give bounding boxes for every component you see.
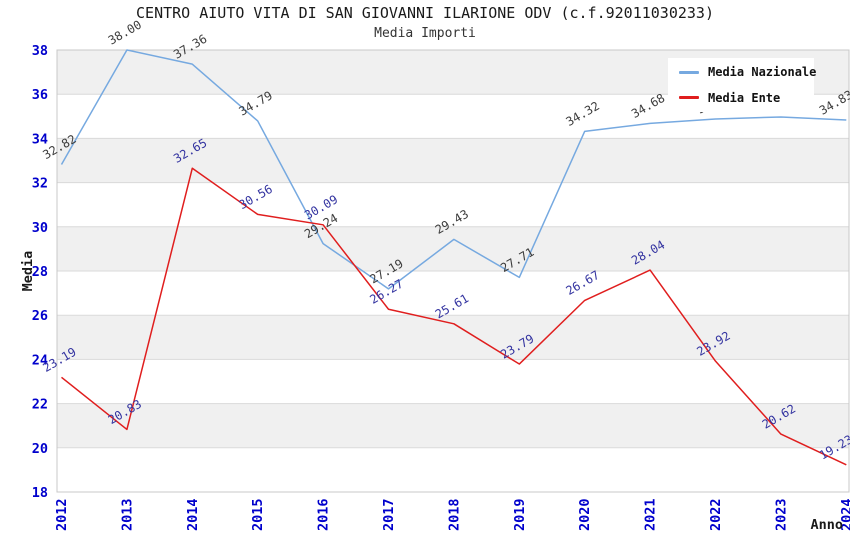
- x-tick-label: 2014: [185, 498, 201, 531]
- x-tick-label: 2022: [708, 498, 724, 531]
- y-tick-label: 18: [32, 485, 48, 501]
- x-tick-label: 2021: [643, 498, 659, 531]
- y-tick-label: 34: [32, 131, 48, 147]
- y-tick-label: 26: [32, 308, 48, 324]
- data-label: 34.32: [564, 99, 602, 129]
- data-label: 26.67: [564, 268, 602, 298]
- x-tick-label: 2015: [250, 498, 266, 531]
- y-tick-label: 36: [32, 87, 48, 103]
- x-tick-label: 2024: [839, 498, 850, 531]
- y-axis-label: Media: [20, 251, 36, 292]
- series-line-media-nazionale: [60, 49, 847, 290]
- media-ente-line-swatch: [679, 96, 699, 100]
- legend: Media Nazionale Media Ente: [668, 58, 817, 112]
- plot-border: [56, 49, 850, 493]
- x-tick-label: 2013: [119, 498, 135, 531]
- media-nazionale-line-swatch: [679, 70, 699, 74]
- y-tick-label: 30: [32, 220, 48, 236]
- x-tick-label: 2020: [577, 498, 593, 531]
- y-tick-label: 38: [32, 43, 48, 59]
- chart-subtitle: Media Importi: [374, 26, 476, 41]
- legend-label: Media Ente: [708, 90, 781, 105]
- x-tick-label: 2019: [512, 498, 528, 531]
- x-tick-label: 2023: [773, 498, 789, 531]
- band-stripe: [57, 403, 849, 448]
- data-label: 34.68: [629, 91, 667, 121]
- band-stripe: [57, 138, 849, 183]
- band-stripe: [57, 226, 849, 271]
- x-tick-label: 2012: [54, 498, 70, 531]
- band-stripe: [57, 315, 849, 360]
- x-tick-label: 2016: [316, 498, 332, 531]
- legend-item-media-ente: Media Ente: [668, 87, 814, 109]
- x-tick-label: 2018: [446, 498, 462, 531]
- data-label: 38.00: [106, 17, 144, 47]
- y-tick-label: 20: [32, 441, 48, 457]
- y-tick-label: 22: [32, 397, 48, 413]
- data-label: 30.56: [237, 182, 275, 212]
- chart-title: CENTRO AIUTO VITA DI SAN GIOVANNI ILARIO…: [136, 4, 714, 22]
- legend-label: Media Nazionale: [708, 65, 817, 80]
- y-tick-label: 28: [32, 264, 48, 280]
- legend-item-media-nazionale: Media Nazionale: [668, 61, 817, 83]
- y-tick-label: 32: [32, 176, 48, 192]
- series-line-media-ente: [61, 167, 847, 466]
- x-axis-label: Anno: [810, 517, 843, 533]
- x-tick-label: 2017: [381, 498, 397, 531]
- y-tick-label: 24: [32, 352, 48, 368]
